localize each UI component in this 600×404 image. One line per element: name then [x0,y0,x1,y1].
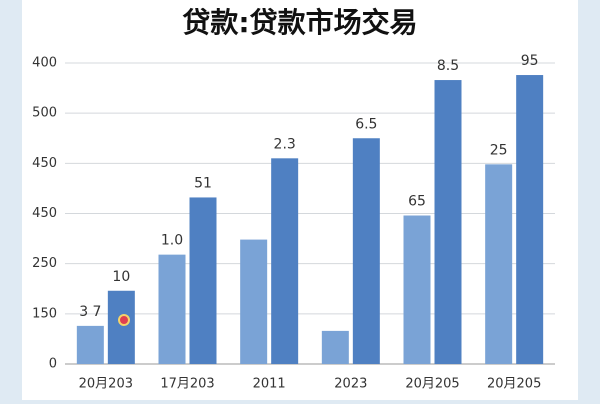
bar [158,254,186,364]
bar [352,138,380,364]
data-label: 1.0 [161,233,183,249]
bar [485,164,513,364]
x-tick-label: 2023 [334,377,367,392]
y-tick-label: 450 [32,206,57,221]
bar [107,290,135,364]
data-label: 2.3 [274,136,296,152]
bar [516,75,544,364]
x-tick-label: 17月203 [160,377,214,392]
data-label: 51 [194,175,212,191]
decoration-dot [118,314,130,326]
bar [434,80,462,364]
data-label: 6.5 [355,116,377,132]
data-label: 95 [521,53,539,69]
y-tick-label: 0 [49,357,57,372]
y-tick-label: 250 [32,256,57,271]
bar [321,330,349,364]
data-label: 25 [490,142,508,158]
x-tick-label: 2011 [253,377,286,392]
data-label: 65 [408,194,426,210]
y-tick-label: 500 [32,106,57,121]
chart-title: 贷款:贷款市场交易 [182,6,417,39]
x-tick-label: 20月205 [405,377,459,392]
bar [403,215,431,364]
data-label: 10 [112,269,130,285]
y-tick-label: 400 [32,56,57,71]
bar [76,325,104,364]
bar [240,239,268,364]
data-label: 3 7 [79,304,101,320]
bar [189,197,217,364]
x-tick-label: 20月203 [79,377,133,392]
x-tick-label: 20月205 [487,377,541,392]
y-tick-label: 150 [32,306,57,321]
data-label: 8.5 [437,58,459,74]
bar [271,158,299,364]
y-tick-label: 450 [32,156,57,171]
